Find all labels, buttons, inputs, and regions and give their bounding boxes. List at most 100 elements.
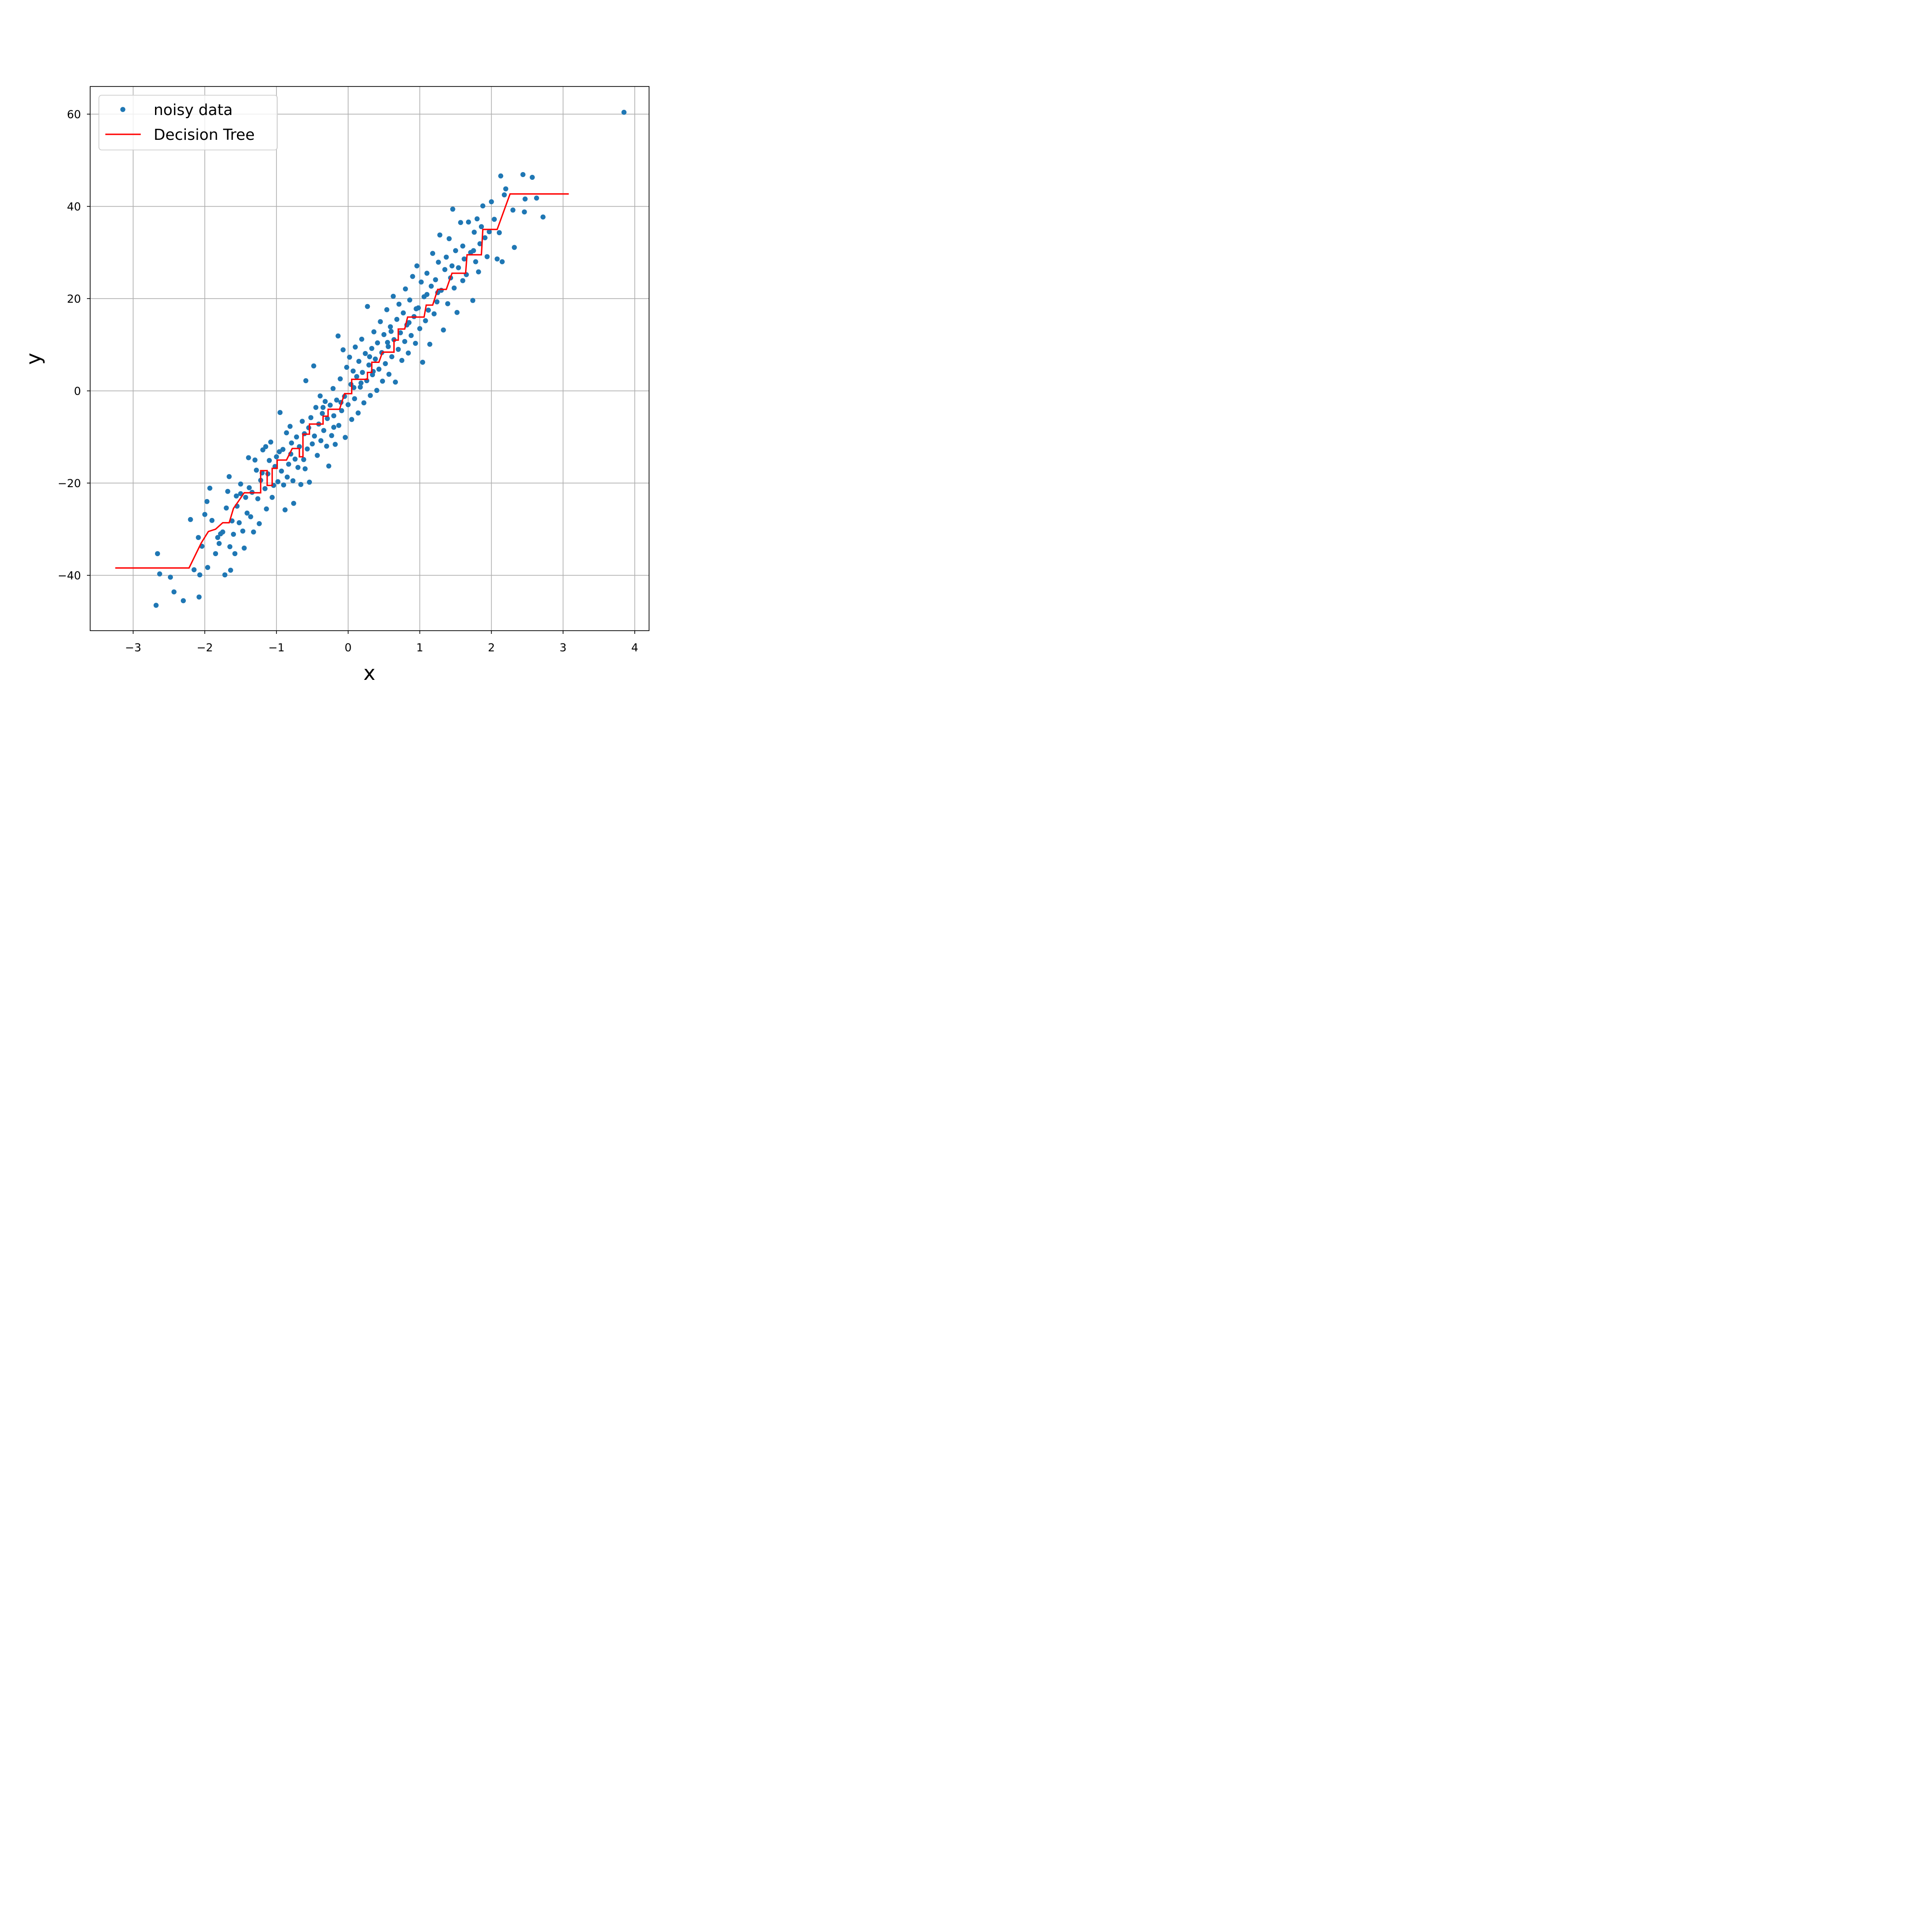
axis-ticks [87,114,635,634]
grid [90,86,649,631]
data-point [428,283,434,289]
legend-label-noisy-data: noisy data [154,101,233,119]
data-point [361,400,367,406]
data-point [453,248,458,253]
data-point [280,447,286,452]
decision-tree-line [115,193,569,569]
data-point [489,199,494,205]
data-point [394,316,400,322]
data-point [209,518,215,523]
x-tick-label: −2 [197,641,213,654]
data-point [238,481,243,487]
data-point [196,535,201,540]
data-point [171,589,177,595]
data-point [204,499,210,504]
x-axis-title: x [363,661,375,685]
data-point [247,485,252,490]
data-point [197,572,202,578]
data-point [347,354,352,360]
data-point [371,329,377,334]
data-point [265,471,270,477]
data-point [196,594,202,600]
data-point [277,410,283,415]
data-point [322,399,328,404]
data-point [352,396,357,402]
y-tick-label: −20 [58,477,81,490]
data-point [289,440,294,446]
legend: noisy data Decision Tree [98,95,278,150]
data-point [466,219,471,225]
data-point [338,376,343,382]
data-point [263,444,269,449]
data-point [262,486,268,491]
data-point [213,551,218,557]
data-point [274,454,279,460]
data-point [385,344,391,349]
data-point [320,405,326,410]
data-point [282,507,288,512]
data-point [295,465,301,470]
data-point [426,307,431,313]
data-point [293,456,298,462]
data-point [246,455,251,460]
data-point [460,243,466,249]
data-point [357,385,363,390]
data-point [290,478,296,483]
x-tick-label: −1 [268,641,284,654]
chart: −3 −2 −1 0 1 2 3 4 −40 −20 0 20 40 60 x y noisy data… [0,0,718,718]
x-tick-label: 2 [488,641,495,654]
data-point [222,572,228,578]
data-point [445,301,450,306]
data-point [312,433,317,439]
data-point [251,529,256,535]
data-point [482,235,488,241]
data-point [369,345,374,351]
data-point [317,393,323,399]
data-point [321,428,327,433]
data-point [275,479,281,484]
data-point [325,416,330,421]
data-point [534,196,539,201]
data-point [356,359,362,364]
data-point [188,517,193,522]
data-point [248,514,253,519]
data-point [298,482,304,487]
data-point [470,298,476,303]
legend-label-decision-tree: Decision Tree [154,126,255,144]
data-point [224,505,229,511]
data-point [181,598,186,604]
data-point [253,467,259,473]
data-point [153,603,159,608]
data-point [376,367,382,372]
data-point [473,259,478,264]
data-point [496,230,502,236]
data-point [442,267,448,272]
data-point [402,286,408,292]
data-point [334,397,339,403]
data-point [215,535,220,540]
x-tick-label: 1 [416,641,423,654]
data-point [503,186,508,192]
data-point [479,224,484,230]
data-point [388,324,393,329]
data-point [450,207,455,212]
data-point [366,362,372,368]
data-point [358,380,364,386]
data-point [417,326,423,331]
data-point [402,339,408,344]
data-point [406,350,411,356]
data-point [410,274,415,279]
data-point [351,385,356,391]
data-point [243,494,248,500]
data-point [307,479,312,485]
data-point [226,474,232,479]
data-point [228,568,233,573]
data-point [356,410,361,416]
scatter-series [153,109,627,608]
data-point [232,551,238,557]
data-point [359,336,364,342]
data-point [302,466,308,472]
data-point [540,214,546,220]
y-tick-label: 60 [67,108,81,121]
data-point [456,265,461,270]
